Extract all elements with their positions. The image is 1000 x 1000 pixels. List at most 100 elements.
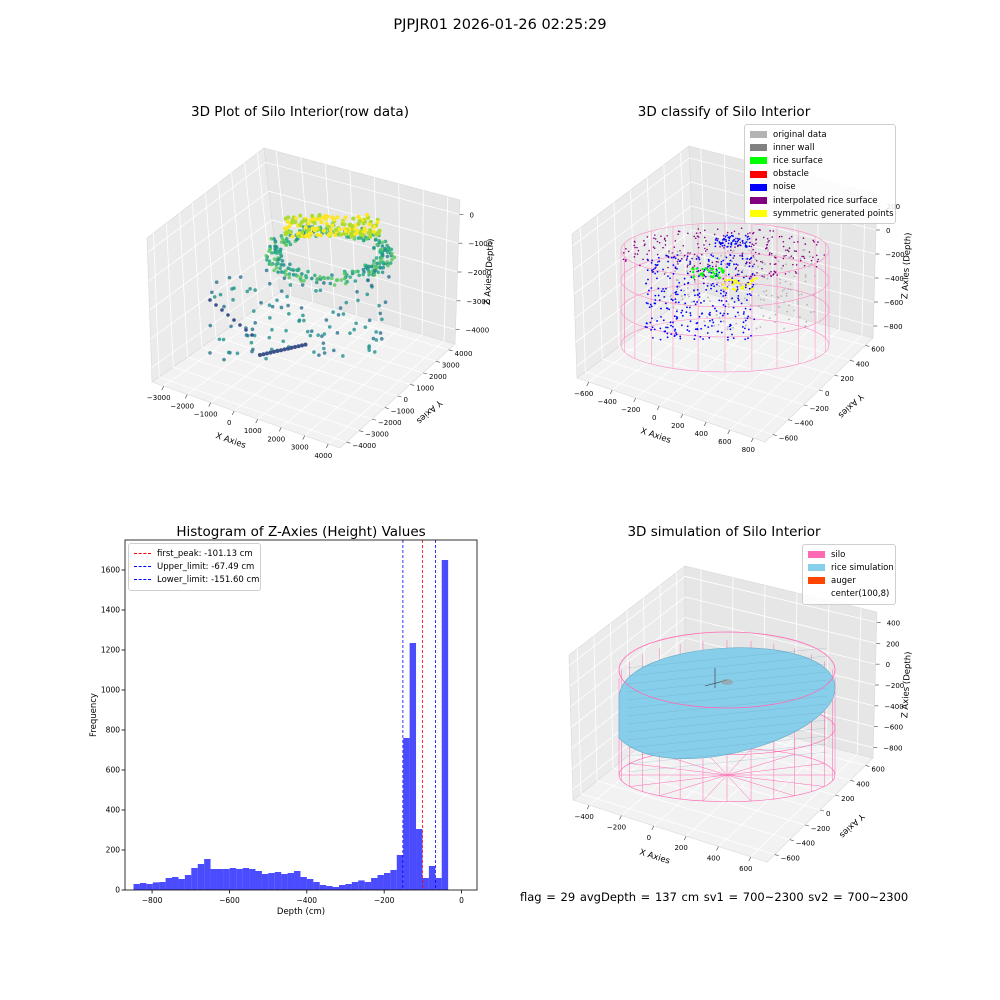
p1-point <box>381 260 385 265</box>
p1-point <box>272 349 276 354</box>
p2-x-tick <box>703 421 707 427</box>
p2-original-point <box>761 260 764 263</box>
p2-noise-point <box>689 312 692 314</box>
p2-interp-point <box>740 227 743 230</box>
hist-bar <box>428 866 436 890</box>
p2-interp-point <box>646 253 648 255</box>
p1-point <box>259 301 263 305</box>
p2-interp-point <box>753 263 755 266</box>
legend-swatch <box>750 131 767 139</box>
p2-noise-point <box>666 326 669 329</box>
p2-noise-point <box>696 289 699 291</box>
p2-original-point <box>735 322 738 325</box>
p2-rice-point <box>711 267 715 271</box>
p2-rice-point <box>691 270 695 274</box>
p2-original-point <box>802 249 804 251</box>
p2-noise-point <box>675 332 677 334</box>
p2-noise-point <box>722 237 725 240</box>
p1-point <box>330 273 334 277</box>
p2-interp-point <box>636 253 639 255</box>
p2-rice-point <box>706 268 709 272</box>
hist-bar <box>377 875 384 890</box>
p2-noise-point <box>674 301 677 304</box>
p2-noise-point <box>680 311 683 314</box>
p1-point <box>261 352 266 357</box>
p1-y-gridline <box>257 152 449 351</box>
p2-original-point <box>727 284 730 287</box>
p2-original-point <box>777 260 780 263</box>
p2-noise-point <box>665 326 667 329</box>
p2-noise-point <box>715 290 718 293</box>
p2-interp-point <box>653 234 656 236</box>
p4-z-tick-label: 0 <box>886 661 890 669</box>
p2-noise-point <box>655 264 658 267</box>
p1-point <box>303 218 308 223</box>
p2-interp-point <box>750 245 753 248</box>
p4-z-tick-label: −800 <box>883 745 902 753</box>
p1-point <box>380 256 384 261</box>
p2-original-point <box>678 286 681 288</box>
p2-interp-point <box>693 235 696 238</box>
p2-noise-point <box>651 317 653 320</box>
p2-noise-point <box>679 337 682 340</box>
hist-bar <box>319 885 327 890</box>
legend-swatch <box>808 551 825 559</box>
p1-point <box>286 303 290 308</box>
p1-x-axis-label: X Axies <box>214 431 247 451</box>
p1-point <box>303 342 308 347</box>
p2-noise-point <box>650 305 653 308</box>
p2-interp-point <box>786 249 789 252</box>
p2-original-point <box>778 306 781 308</box>
p1-y-tick-label: −2000 <box>378 419 402 427</box>
panel3-histogram: −800 −600 −400 −200 0 0 200 400 600 800 1000 1200 14… <box>89 539 478 917</box>
p2-interp-point <box>637 249 640 252</box>
legend-entry: obstacle <box>750 168 890 181</box>
p2-noise-point <box>720 289 722 292</box>
p1-point <box>361 238 366 242</box>
p2-interp-point <box>639 264 641 267</box>
p2-original-point <box>689 304 692 307</box>
p2-noise-point <box>733 238 736 241</box>
p1-point <box>214 303 218 307</box>
p2-interp-point <box>652 246 655 248</box>
p2-noise-point <box>744 242 746 245</box>
p1-x-tick <box>302 435 306 440</box>
legend-swatch <box>750 183 767 191</box>
p2-z-tick-label: −800 <box>883 323 902 331</box>
p2-x-tick-label: −400 <box>598 398 617 406</box>
p2-noise-point <box>654 294 657 297</box>
p1-point <box>273 244 277 249</box>
p4-x-gridline <box>718 600 830 847</box>
p1-point <box>328 281 333 286</box>
p1-point <box>218 292 223 297</box>
p2-noise-point <box>711 304 714 307</box>
p2-interp-point <box>817 241 819 243</box>
p1-point <box>366 231 371 236</box>
p2-noise-point <box>674 266 677 269</box>
p1-point <box>275 298 279 302</box>
p2-original-point <box>765 294 768 297</box>
hist-bar <box>159 882 166 890</box>
p2-noise-point <box>712 282 714 285</box>
p1-z-gridline <box>149 219 458 311</box>
p2-original-point <box>764 263 766 265</box>
p2-noise-point <box>673 315 676 318</box>
p1-point <box>351 216 356 221</box>
p2-original-point <box>748 249 751 252</box>
p1-point <box>379 337 384 341</box>
p1-point <box>326 276 330 280</box>
p2-rice-point <box>711 276 714 279</box>
p2-interp-point <box>625 259 627 261</box>
hist-y-axis-label: Frequency <box>89 693 99 737</box>
p2-original-point <box>680 252 683 255</box>
p4-silo-base-wire <box>659 774 728 797</box>
p2-original-point <box>783 288 786 291</box>
hist-x-tick-label: −600 <box>219 896 240 905</box>
p2-noise-point <box>694 328 697 331</box>
p2-noise-point <box>721 244 724 247</box>
legend-swatch <box>750 144 767 152</box>
p1-y-gridline <box>179 212 373 420</box>
p1-point <box>365 213 370 218</box>
p2-noise-point <box>751 286 754 288</box>
p2-noise-point <box>694 303 697 306</box>
